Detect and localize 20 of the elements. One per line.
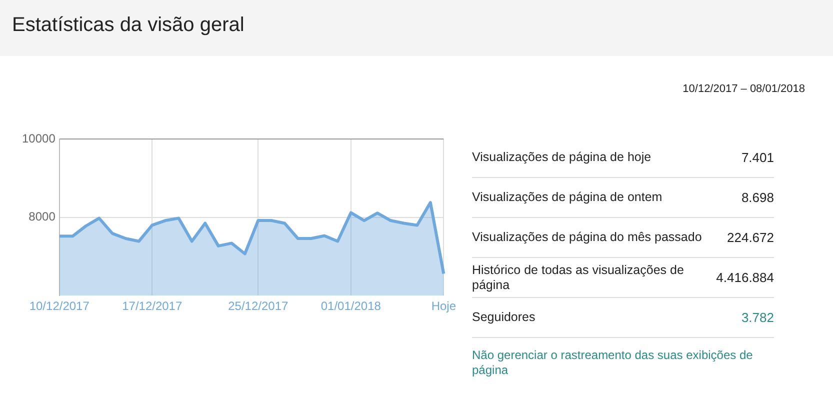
category-label: Visualizações de página de hoje bbox=[472, 150, 652, 165]
y-tick-label: 8000 bbox=[28, 210, 56, 224]
text: 3.782 bbox=[741, 310, 774, 325]
x-tick-label: 25/12/2017 bbox=[228, 299, 288, 314]
y-tick-label: 10000 bbox=[22, 132, 56, 146]
text: 224.672 bbox=[727, 230, 774, 245]
chart-title: Estatísticas da visão geral bbox=[12, 14, 244, 37]
category-label: Seguidores bbox=[472, 310, 536, 325]
text: 4.416.884 bbox=[716, 270, 774, 285]
x-tick-label: 10/12/2017 bbox=[29, 299, 90, 314]
x-tick-label: 17/12/2017 bbox=[122, 299, 182, 314]
category-label: Histórico de todas as visualizações de página bbox=[472, 262, 685, 292]
text: 8.698 bbox=[741, 190, 774, 205]
category-label: Visualizações de página do mês passado bbox=[472, 230, 702, 245]
text: 7.401 bbox=[741, 150, 774, 165]
x-tick-label: 01/01/2018 bbox=[320, 299, 382, 314]
text: 10/12/2017 – 08/01/2018 bbox=[682, 83, 805, 95]
text: Não gerenciar o rastreamento das suas exibições de página bbox=[472, 348, 754, 378]
x-tick-label: Hoje bbox=[431, 299, 456, 314]
category-label: Visualizações de página de ontem bbox=[472, 190, 662, 205]
